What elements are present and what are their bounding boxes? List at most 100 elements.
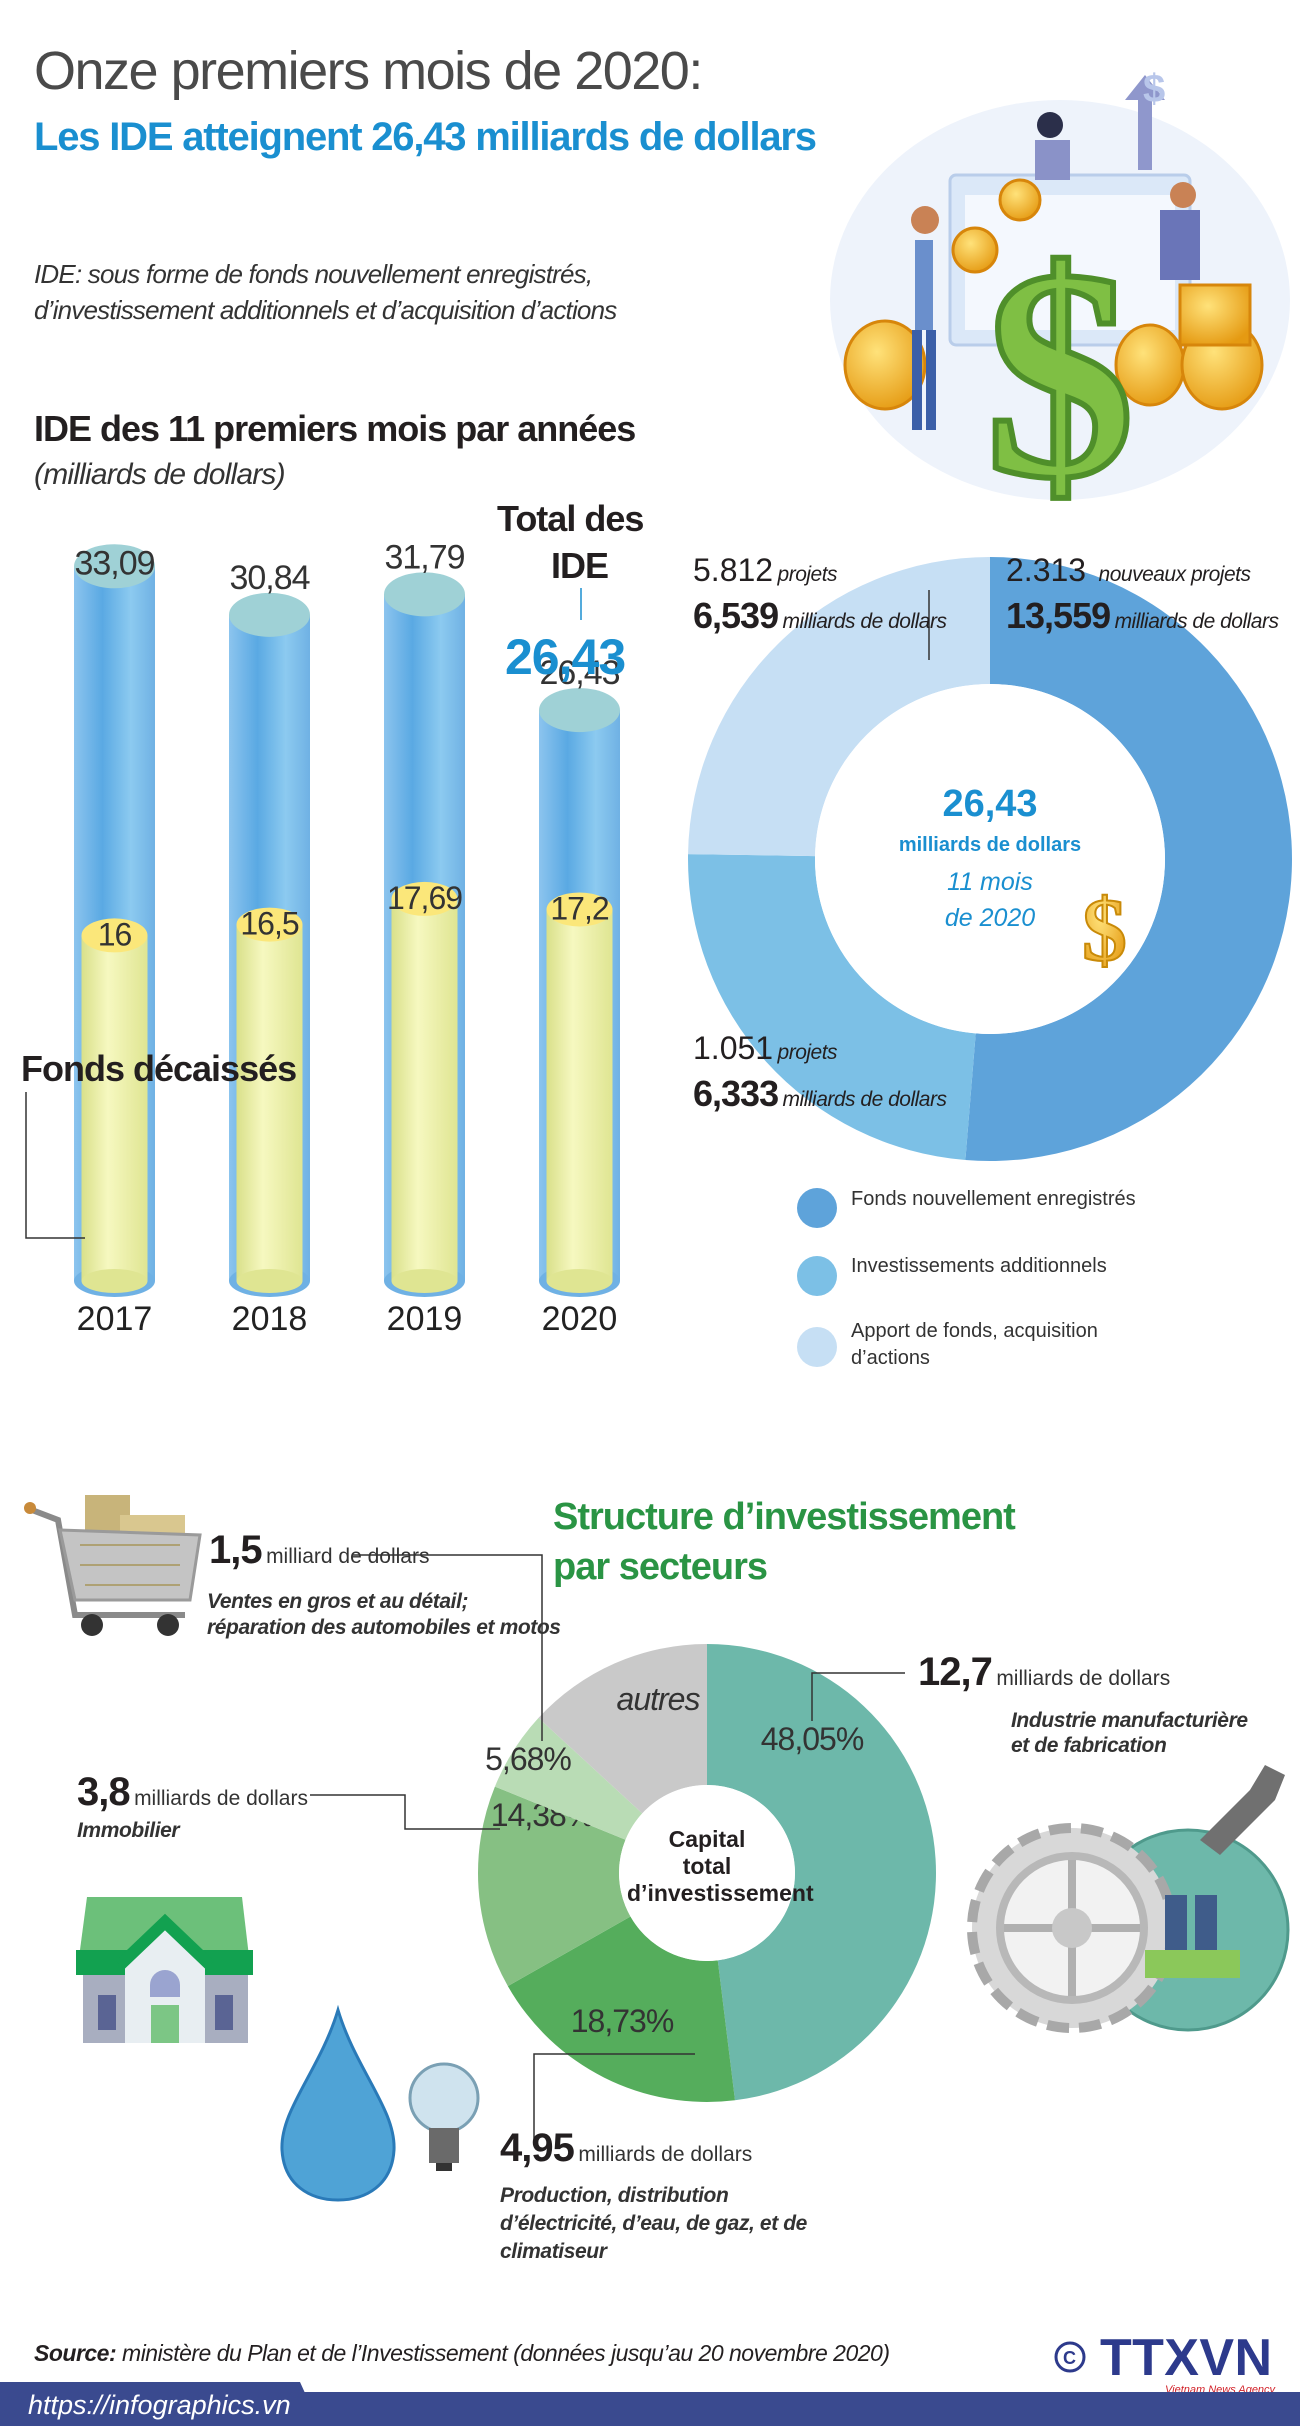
donut-slice-0 [707, 1644, 936, 2101]
legend-swatch-new-funds [797, 1188, 837, 1228]
apport-amount: 6,539 [693, 595, 779, 636]
donut-center-unit: milliards de dollars [898, 834, 1082, 856]
industry-unit: milliards de dollars [996, 1667, 1171, 1690]
industry-desc-line1: Industrie manufacturière [1011, 1709, 1248, 1732]
additional-amount: 6,333 [693, 1073, 779, 1114]
apport-amount-label: 6,539 milliards de dollars [693, 595, 947, 637]
donut-center-value: 26,43 [942, 783, 1038, 825]
realestate-value: 3,8 [77, 1770, 131, 1814]
new-projects-unit: nouveaux projets [1098, 563, 1251, 586]
industry-desc-line2: et de fabrication [1011, 1734, 1167, 1757]
page-title: Onze premiers mois de 2020: [34, 41, 703, 101]
additional-projects-unit: projets [777, 1041, 838, 1064]
legend-label-apport-line1: Apport de fonds, acquisition [851, 1320, 1098, 1342]
svg-text:C: C [1063, 2348, 1076, 2368]
industry-desc: Industrie manufacturière et de fabricati… [1011, 1708, 1248, 1758]
total-ide-bar-top [384, 572, 465, 617]
retail-desc-line2: réparation des automobiles et motos [207, 1616, 561, 1639]
disbursed-bar-base [236, 1269, 303, 1293]
ide-definition-line1: IDE: sous forme de fonds nouvellement en… [34, 259, 593, 289]
industry-gear-icon [967, 1765, 1290, 2033]
retail-desc-line1: Ventes en gros et au détail; [207, 1590, 469, 1613]
total-ide-value-label: 31,79 [384, 538, 464, 576]
donut-center-period: 11 mois [947, 868, 1033, 896]
retail-unit: milliard de dollars [266, 1545, 430, 1568]
total-ide-value-label: 30,84 [229, 559, 309, 597]
year-axis-label: 2019 [387, 1300, 463, 1338]
energy-desc-line3: climatiseur [500, 2240, 607, 2263]
energy-desc-line2: d’électricité, d’eau, de gaz, et de [500, 2212, 807, 2235]
retail-leader-line [352, 1554, 543, 1741]
donut-hole [815, 684, 1165, 1034]
sector-title-line1: Structure d’investissement [553, 1496, 1016, 1538]
retail-callout: 1,5 milliard de dollars [209, 1528, 429, 1573]
realestate-unit: milliards de dollars [134, 1787, 308, 1810]
leader-lines [25, 588, 930, 2143]
disbursed-bar-2018 [236, 924, 303, 1281]
energy-leader-line [533, 2053, 695, 2143]
additional-projects: 1.051 [693, 1030, 774, 1066]
realestate-leader-line [310, 1794, 500, 1830]
disbursed-value-label: 17,2 [550, 890, 608, 926]
bar-chart: 33,09 16 2017 30,84 16,5 2018 31,79 17,69 2019 26… [74, 538, 621, 1338]
energy-desc: Production, distribution d’électricité, … [500, 2182, 807, 2266]
investment-illustration-icon: $ $ [830, 67, 1290, 543]
disbursed-value-label: 16,5 [240, 906, 298, 942]
legend-label-new-funds: Fonds nouvellement enregistrés [851, 1188, 1136, 1210]
industry-leader-line [811, 1672, 905, 1721]
apport-label: 5.812 projets [693, 552, 838, 589]
disbursed-bar-top [81, 918, 148, 953]
disbursed-bar-base [81, 1269, 148, 1293]
sector-donut-chart: 48,05%18,73%14,38%5,68%autres [477, 1644, 936, 2102]
energy-value: 4,95 [500, 2126, 575, 2170]
new-funds-amount-unit: milliards de dollars [1114, 610, 1279, 633]
slice-percent-label: 5,68% [485, 1741, 571, 1777]
bar-chart-unit: (milliards de dollars) [34, 458, 286, 491]
ide-donut-chart [688, 557, 1292, 1161]
disbursed-bar-top [391, 881, 458, 916]
additional-amount-label: 6,333 milliards de dollars [693, 1073, 947, 1115]
house-icon [76, 1897, 253, 2043]
website-link[interactable]: https://infographics.vn [28, 2390, 291, 2420]
total-ide-value-label: 33,09 [74, 544, 154, 582]
bar-chart-title: IDE des 11 premiers mois par années [34, 408, 636, 449]
donut-slice-1 [507, 1916, 735, 2102]
energy-desc-line1: Production, distribution [500, 2184, 729, 2207]
retail-value: 1,5 [209, 1528, 263, 1572]
disbursed-value-label: 17,69 [387, 880, 462, 916]
donut-slice-2 [477, 1786, 631, 1987]
new-funds-label: 2.313 nouveaux projets [1006, 552, 1251, 589]
legend-label-apport-line2: d’actions [851, 1347, 930, 1369]
total-ide-bar-top [229, 592, 310, 637]
donut-slice-4 [538, 1644, 707, 1814]
total-ide-bar-top [539, 688, 620, 733]
svg-text:$: $ [985, 208, 1135, 540]
disbursed-leader-line [25, 1092, 85, 1239]
additional-amount-unit: milliards de dollars [782, 1088, 947, 1111]
industry-value: 12,7 [918, 1650, 993, 1694]
center-line1: Capital [668, 1826, 746, 1852]
shopping-cart-icon [24, 1495, 202, 1636]
url-tab [0, 2382, 320, 2426]
new-projects: 2.313 [1006, 552, 1087, 588]
apport-projects: 5.812 [693, 552, 774, 588]
realestate-desc: Immobilier [77, 1819, 180, 1842]
donut-slice-3 [494, 1717, 643, 1840]
light-bulb-icon [408, 2062, 480, 2171]
new-funds-amount: 13,559 [1006, 595, 1111, 636]
disbursed-funds-label: Fonds décaissés [21, 1048, 297, 1089]
industry-callout: 12,7 milliards de dollars [918, 1650, 1170, 1695]
energy-callout: 4,95 milliards de dollars [500, 2126, 752, 2171]
slice-percent-label: autres [617, 1681, 701, 1717]
retail-desc: Ventes en gros et au détail; réparation … [207, 1589, 561, 1641]
additional-label: 1.051 projets [693, 1030, 838, 1067]
disbursed-bar-top [546, 892, 613, 927]
year-axis-label: 2018 [232, 1300, 308, 1338]
source-text: ministère du Plan et de l’Investissement… [122, 2340, 890, 2366]
donut-center-year: de 2020 [944, 904, 1036, 932]
ttxvn-logo: C TTXVN Vietnam News Agency [1054, 2329, 1277, 2396]
apport-projects-unit: projets [777, 563, 838, 586]
year-axis-label: 2020 [542, 1300, 618, 1338]
center-line2: total [682, 1853, 732, 1879]
